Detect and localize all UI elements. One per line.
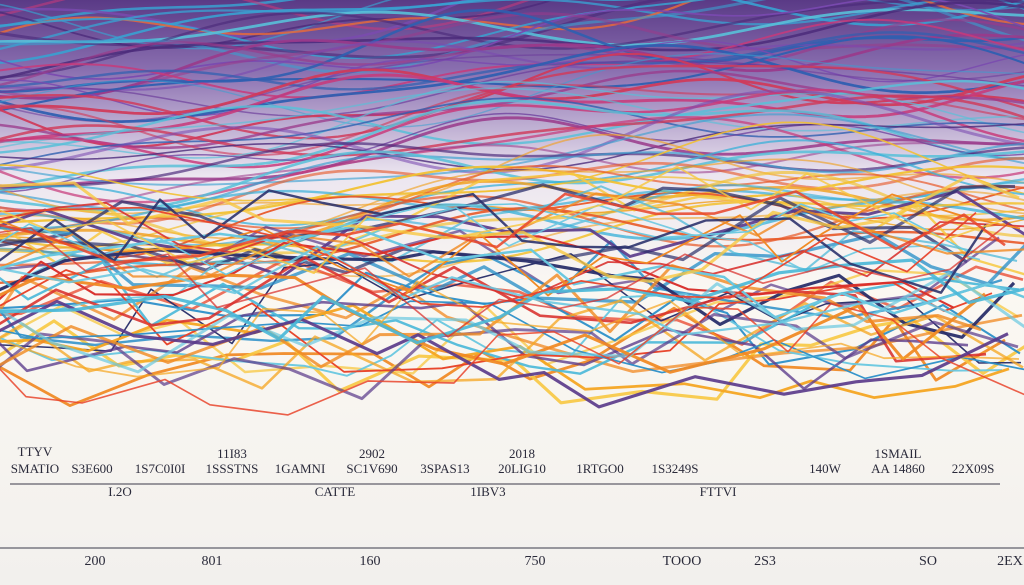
label: CATTE: [315, 484, 356, 499]
label: 140W: [809, 461, 842, 476]
label: TTYV: [18, 444, 53, 459]
wave-line: [0, 183, 968, 264]
wave-line: [0, 165, 1009, 275]
label: 1SSSTNS: [206, 461, 259, 476]
label: 22X09S: [952, 461, 995, 476]
wave-line: [0, 116, 1024, 204]
wave-line: [0, 280, 1020, 378]
wave-line: [0, 206, 977, 308]
wave-line: [0, 18, 1024, 99]
label: 20LIG10: [498, 461, 546, 476]
wave-line: [0, 299, 1024, 390]
wave-line: [0, 299, 1009, 409]
label: 1S7C0I0I: [135, 461, 186, 476]
wave-line: [0, 204, 981, 312]
label: I.2O: [108, 484, 131, 499]
wave-line: [0, 180, 1024, 247]
label: 2EX: [997, 554, 1023, 569]
label: 160: [360, 554, 381, 569]
label: 801: [202, 554, 223, 569]
wave-line: [0, 203, 973, 276]
wave-line: [0, 79, 1024, 154]
wave-line: [0, 0, 640, 28]
label: 1SMAIL: [875, 446, 922, 461]
wave-line: [0, 53, 1024, 123]
wave-line: [0, 116, 1024, 188]
wave-line: [0, 0, 469, 44]
wave-line: [0, 176, 1024, 254]
wave-line: [0, 189, 988, 294]
label: TOOO: [663, 554, 702, 569]
wave-line: [0, 258, 1024, 345]
wave-line: [0, 302, 1024, 416]
label: 2018: [509, 446, 535, 461]
label: 2S3: [754, 554, 776, 569]
wave-line: [0, 190, 1006, 264]
label: 1GAMNI: [275, 461, 326, 476]
label: 750: [525, 554, 546, 569]
label: 200: [85, 554, 106, 569]
labels: TTYV 11I83 2902 2018 1SMAIL SMATIO S3E60…: [11, 444, 1023, 569]
wave-line: [0, 94, 1024, 157]
wave-line: [0, 112, 1024, 193]
wave-line: [0, 0, 951, 50]
label: SMATIO: [11, 461, 59, 476]
label: 3SPAS13: [420, 461, 469, 476]
wave-line: [0, 200, 1024, 264]
wave-line: [0, 97, 1024, 166]
waves: [0, 0, 1024, 416]
label: SC1V690: [346, 461, 397, 476]
wave-line: [0, 170, 1024, 255]
wave-line: [0, 0, 1024, 80]
label: 11I83: [217, 446, 247, 461]
label: 1IBV3: [470, 484, 505, 499]
label: AA 14860: [871, 461, 925, 476]
wave-line: [0, 164, 1024, 236]
wave-line: [0, 0, 532, 31]
wave-line: [0, 300, 969, 391]
wave-line: [0, 265, 1023, 374]
label: 2902: [359, 446, 385, 461]
wave-line: [0, 40, 1024, 91]
label: S3E600: [71, 461, 112, 476]
label: 1RTGO0: [576, 461, 624, 476]
wave-line: [0, 150, 1024, 212]
wave-line: [0, 226, 1024, 304]
wave-line: [0, 88, 1024, 169]
wave-line: [0, 0, 1024, 60]
wave-line: [0, 300, 1024, 380]
wave-line: [0, 245, 965, 336]
wave-line: [0, 113, 1024, 186]
wave-line: [0, 248, 1016, 339]
wave-line: [0, 142, 1024, 212]
label: SO: [919, 554, 937, 569]
label: 1S3249S: [652, 461, 699, 476]
wave-line: [0, 273, 986, 374]
wave-line: [0, 264, 982, 369]
wave-line: [0, 317, 1024, 405]
wave-line: [0, 240, 1003, 347]
wave-line: [0, 0, 1024, 36]
wave-line: [0, 31, 1024, 91]
label: FTTVI: [700, 484, 737, 499]
